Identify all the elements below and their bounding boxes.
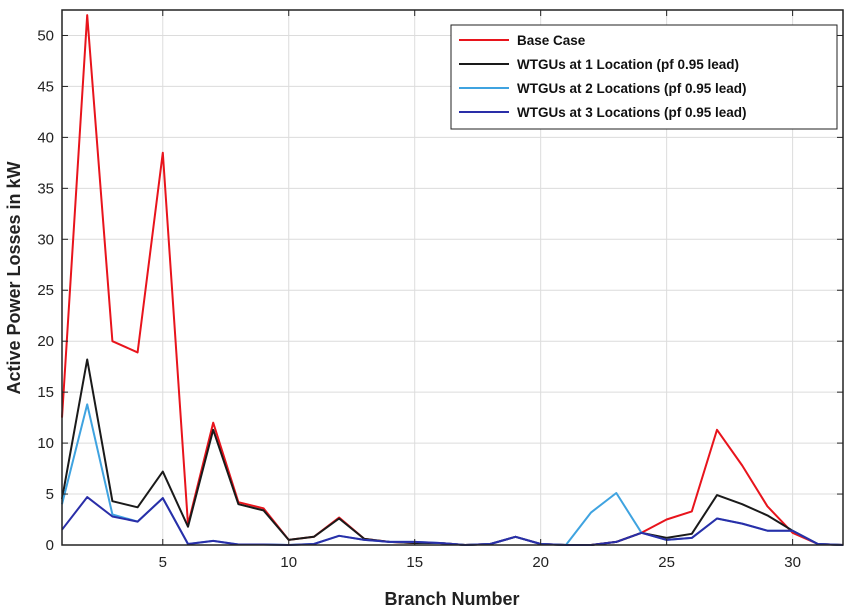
- x-tick-label: 20: [532, 554, 549, 571]
- y-tick-label: 35: [37, 180, 54, 197]
- legend-box: [450, 24, 838, 130]
- y-tick-label: 50: [37, 27, 54, 44]
- x-tick-label: 25: [658, 554, 675, 571]
- y-tick-label: 45: [37, 78, 54, 95]
- legend-entry: Base Case: [517, 33, 586, 48]
- x-axis-label: Branch Number: [384, 589, 519, 609]
- legend: Base Case WTGUs at 1 Location (pf 0.95 le…: [450, 24, 838, 130]
- legend-entry: WTGUs at 1 Location (pf 0.95 lead): [517, 57, 739, 72]
- y-tick-label: 10: [37, 435, 54, 452]
- legend-entry: WTGUs at 3 Locations (pf 0.95 lead): [517, 105, 747, 120]
- y-tick-label: 40: [37, 129, 54, 146]
- y-tick-label: 20: [37, 333, 54, 350]
- x-tick-label: 30: [784, 554, 801, 571]
- y-tick-label: 30: [37, 231, 54, 248]
- y-tick-label: 5: [46, 486, 54, 503]
- series-lines: [61, 14, 844, 546]
- x-tick-label: 15: [406, 554, 423, 571]
- y-tick-label: 15: [37, 384, 54, 401]
- y-tick-label: 25: [37, 282, 54, 299]
- y-axis-label: Active Power Losses in kW: [4, 161, 24, 394]
- x-tick-label: 10: [280, 554, 297, 571]
- y-tick-label: 0: [46, 537, 54, 554]
- legend-entry: WTGUs at 2 Locations (pf 0.95 lead): [517, 81, 747, 96]
- plot-frame: [61, 9, 844, 546]
- series-line-4: [61, 496, 844, 546]
- ticks: 5 10 15 20 25 30 0 5 10 15 20 25 30 35 40 45 50: [37, 10, 843, 571]
- series-line-3: [61, 403, 844, 546]
- x-tick-label: 5: [159, 554, 167, 571]
